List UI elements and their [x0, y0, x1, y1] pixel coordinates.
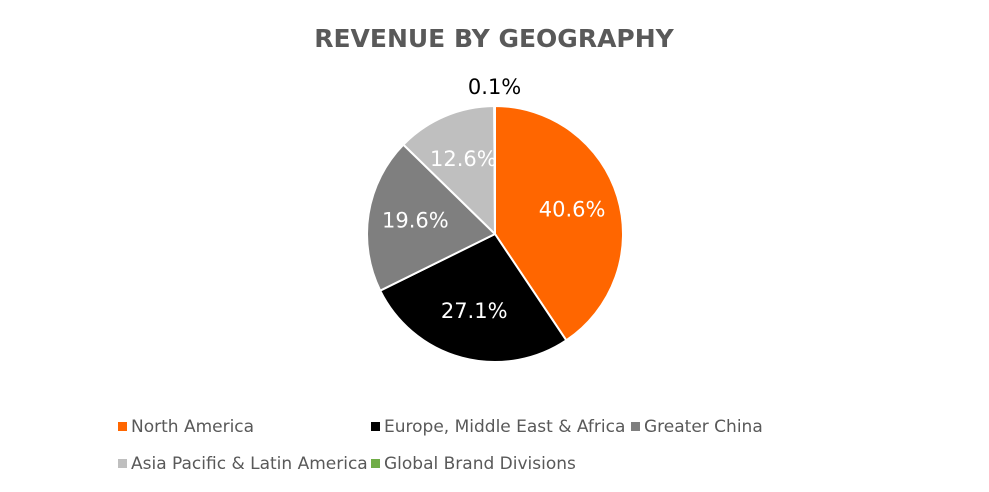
legend-item-global-brand-divisions: Global Brand Divisions — [371, 454, 576, 474]
slice-label-europe-middle-east-and-africa: 27.1% — [441, 299, 508, 323]
legend-swatch — [118, 459, 127, 468]
legend-swatch — [371, 459, 380, 468]
legend-label: North America — [131, 417, 254, 437]
legend-swatch — [631, 422, 640, 431]
legend-item-north-america: North America — [118, 417, 254, 437]
legend: North America Europe, Middle East & Afric… — [118, 417, 763, 474]
pie-slice-europe-middle-east-and-africa — [379, 233, 568, 363]
legend-label: Global Brand Divisions — [384, 454, 576, 474]
slice-label-greater-china: 19.6% — [382, 208, 449, 232]
legend-swatch — [371, 422, 380, 431]
slice-label-north-america: 40.6% — [539, 198, 606, 222]
legend-item-europe-middle-east-and-africa: Europe, Middle East & Africa — [371, 417, 625, 437]
pie-slices — [366, 104, 624, 363]
slice-label-asia-pacific-and-latin-america: 12.6% — [430, 147, 497, 171]
chart-title: REVENUE BY GEOGRAPHY — [314, 24, 674, 53]
pie-slice-asia-pacific-and-latin-america — [402, 105, 496, 235]
slice-labels: 40.6% 27.1% 19.6% 12.6% 0.1% — [382, 75, 605, 323]
pie-slice-greater-china — [366, 143, 496, 292]
legend-label: Greater China — [644, 417, 763, 437]
legend-item-greater-china: Greater China — [631, 417, 763, 437]
legend-swatch — [118, 422, 127, 431]
legend-label: Europe, Middle East & Africa — [384, 417, 625, 437]
pie-slice-north-america — [494, 105, 624, 342]
slice-label-global-brand-divisions: 0.1% — [468, 75, 521, 99]
legend-item-asia-pacific-and-latin-america: Asia Pacific & Latin America — [118, 454, 368, 474]
legend-label: Asia Pacific & Latin America — [131, 454, 368, 474]
pie-slice-global-brand-divisions — [493, 104, 496, 235]
